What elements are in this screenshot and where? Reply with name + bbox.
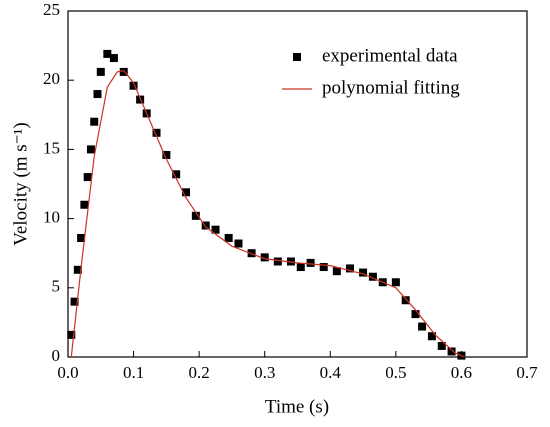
legend-label: polynomial fitting	[322, 77, 460, 98]
data-point	[83, 173, 92, 182]
legend-label: experimental data	[322, 45, 458, 66]
data-point	[306, 258, 315, 267]
x-tick-label: 0.2	[189, 363, 210, 382]
data-point	[70, 297, 79, 306]
data-point	[224, 233, 233, 242]
x-tick-label: 0.0	[57, 363, 78, 382]
y-tick-label: 15	[43, 138, 60, 157]
y-tick-label: 20	[43, 69, 60, 88]
data-point	[296, 263, 305, 272]
data-point	[427, 332, 436, 341]
data-point	[332, 267, 341, 276]
data-point	[273, 257, 282, 266]
data-point	[411, 310, 420, 319]
x-axis-label: Time (s)	[265, 396, 329, 417]
data-point	[359, 268, 368, 277]
x-tick-label: 0.7	[516, 363, 538, 382]
data-point	[260, 253, 269, 262]
x-tick-label: 0.6	[451, 363, 472, 382]
data-point	[119, 67, 128, 76]
data-point	[162, 150, 171, 159]
data-point	[86, 145, 95, 154]
y-tick-label: 5	[52, 277, 61, 296]
data-point	[191, 211, 200, 220]
data-point	[368, 272, 377, 281]
data-point	[80, 200, 89, 209]
x-tick-label: 0.3	[254, 363, 275, 382]
data-point	[67, 330, 76, 339]
plot-frame	[67, 10, 528, 358]
data-point	[391, 278, 400, 287]
data-point	[129, 81, 138, 90]
data-point	[447, 347, 456, 356]
data-point	[319, 263, 328, 272]
data-point	[77, 233, 86, 242]
data-point	[201, 221, 210, 230]
data-point	[93, 90, 102, 99]
fit-line	[70, 69, 465, 358]
x-tick-label: 0.4	[320, 363, 342, 382]
data-point	[109, 54, 118, 63]
data-point	[401, 296, 410, 305]
x-tick-label: 0.1	[123, 363, 144, 382]
y-tick-label: 0	[52, 346, 61, 365]
data-point	[152, 128, 161, 137]
data-point	[234, 239, 243, 248]
y-axis-label: Velocity (m s⁻¹)	[10, 122, 31, 245]
y-tick-label: 25	[43, 0, 60, 19]
data-point	[418, 322, 427, 331]
data-point	[211, 225, 220, 234]
data-point	[90, 117, 99, 126]
data-point	[103, 49, 112, 58]
data-point	[345, 264, 354, 273]
data-point	[96, 67, 105, 76]
data-point	[73, 265, 82, 274]
x-tick-label: 0.5	[385, 363, 406, 382]
data-point	[172, 170, 181, 179]
y-tick-label: 10	[43, 208, 60, 227]
data-point	[182, 188, 191, 197]
data-point	[437, 341, 446, 350]
legend-marker	[293, 53, 301, 61]
